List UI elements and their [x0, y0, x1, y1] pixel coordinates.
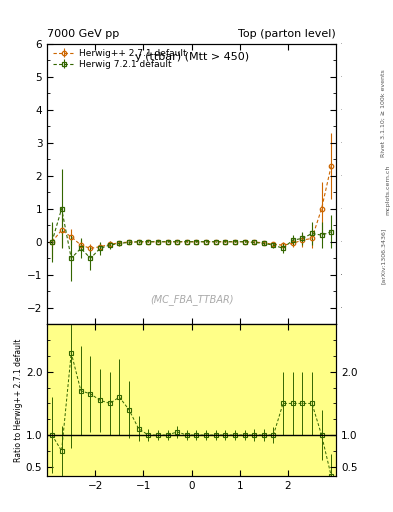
Text: 7000 GeV pp: 7000 GeV pp — [47, 29, 119, 39]
Text: Rivet 3.1.10; ≥ 100k events: Rivet 3.1.10; ≥ 100k events — [381, 69, 386, 157]
Text: mcplots.cern.ch: mcplots.cern.ch — [386, 164, 391, 215]
Y-axis label: Ratio to Herwig++ 2.7.1 default: Ratio to Herwig++ 2.7.1 default — [14, 338, 23, 462]
Legend: Herwig++ 2.7.1 default, Herwig 7.2.1 default: Herwig++ 2.7.1 default, Herwig 7.2.1 def… — [50, 46, 189, 72]
Text: y (ttbar) (Mtt > 450): y (ttbar) (Mtt > 450) — [134, 52, 249, 62]
Text: [arXiv:1306.3436]: [arXiv:1306.3436] — [381, 228, 386, 284]
Text: Top (parton level): Top (parton level) — [238, 29, 336, 39]
Text: (MC_FBA_TTBAR): (MC_FBA_TTBAR) — [150, 294, 233, 305]
